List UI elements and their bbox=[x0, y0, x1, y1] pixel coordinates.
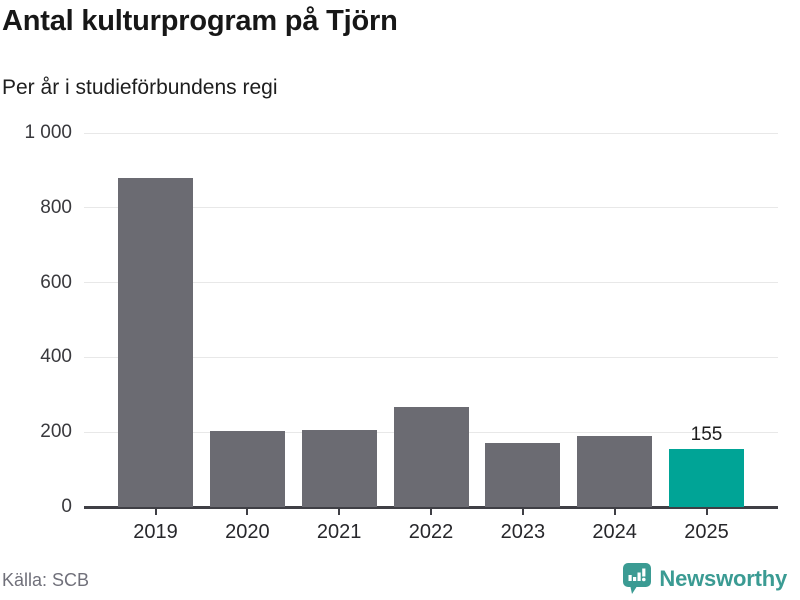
x-tick-2019 bbox=[154, 509, 157, 515]
bar-2021 bbox=[301, 430, 377, 507]
bar-2024 bbox=[577, 435, 653, 507]
newsworthy-logo[interactable]: Newsworthy bbox=[622, 562, 787, 595]
bar-2025 bbox=[669, 449, 744, 507]
x-tick-2020 bbox=[246, 509, 249, 515]
y-tick-label-200: 200 bbox=[40, 421, 72, 443]
gridline-y-1000 bbox=[84, 132, 778, 134]
bar-2020 bbox=[209, 431, 285, 507]
value-label-2025: 155 bbox=[690, 424, 723, 446]
x-tick-label-2025: 2025 bbox=[684, 521, 729, 543]
bar-2022 bbox=[393, 406, 469, 507]
x-tick-label-2019: 2019 bbox=[133, 521, 178, 543]
x-tick-2021 bbox=[338, 509, 341, 515]
y-tick-label-800: 800 bbox=[40, 196, 72, 218]
x-tick-label-2022: 2022 bbox=[408, 521, 454, 543]
y-tick-label-1000: 1 000 bbox=[24, 122, 72, 143]
x-tick-label-2023: 2023 bbox=[500, 521, 546, 543]
chart-title: Antal kulturprogram på Tjörn bbox=[2, 5, 398, 37]
source-label: Källa: SCB bbox=[2, 570, 90, 590]
newsworthy-bubble-chart-icon bbox=[622, 562, 652, 595]
x-tick-label-2020: 2020 bbox=[225, 521, 270, 543]
chart-subtitle: Per år i studieförbundens regi bbox=[2, 76, 278, 99]
bar-2023 bbox=[485, 442, 561, 507]
bar-2019 bbox=[118, 177, 193, 507]
x-tick-2024 bbox=[613, 509, 616, 515]
y-tick-label-400: 400 bbox=[40, 346, 72, 368]
gridline-y-600 bbox=[84, 282, 778, 284]
x-tick-label-2021: 2021 bbox=[316, 521, 362, 543]
x-axis-line bbox=[84, 506, 778, 509]
x-tick-2023 bbox=[521, 509, 524, 515]
x-tick-2025 bbox=[705, 509, 708, 515]
bar-chart-plot-area: 2019 2020 2021 2022 2023 2024 2025 155 bbox=[84, 132, 778, 543]
y-tick-label-600: 600 bbox=[40, 271, 72, 293]
x-tick-label-2024: 2024 bbox=[592, 521, 637, 543]
y-tick-label-0: 0 bbox=[61, 496, 72, 517]
newsworthy-wordmark: Newsworthy bbox=[659, 565, 787, 591]
x-tick-2022 bbox=[430, 509, 432, 515]
gridline-y-800 bbox=[84, 207, 778, 209]
gridline-y-400 bbox=[84, 356, 778, 358]
